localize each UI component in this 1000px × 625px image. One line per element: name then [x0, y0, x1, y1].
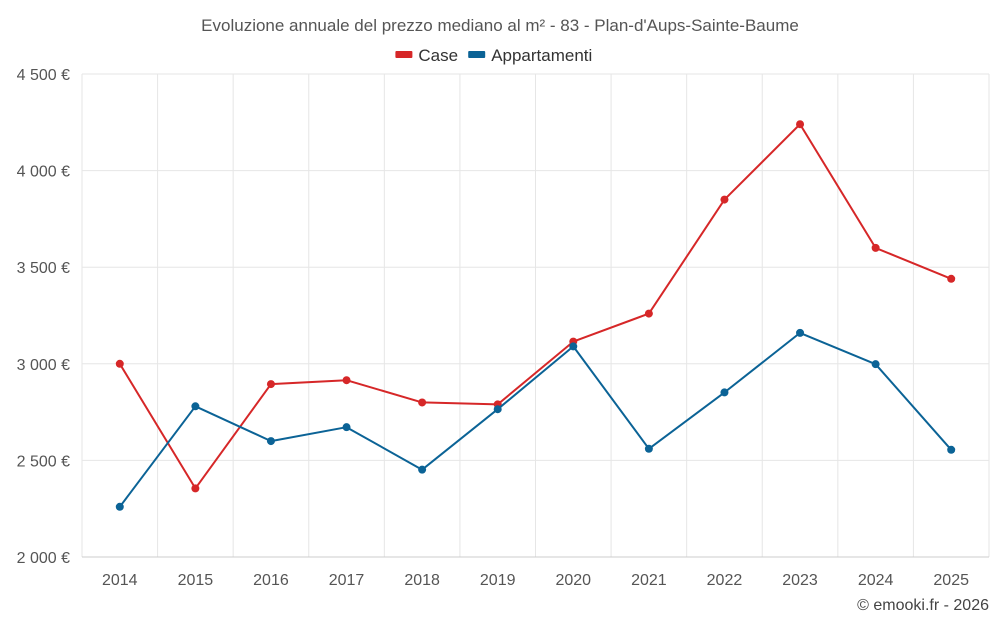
legend-label: Case: [418, 46, 458, 65]
legend-swatch: [395, 51, 413, 58]
data-point[interactable]: [644, 444, 653, 453]
data-point[interactable]: [720, 388, 729, 397]
y-tick-label: 4 000 €: [17, 164, 70, 181]
data-point[interactable]: [796, 328, 805, 337]
data-point[interactable]: [418, 398, 427, 407]
data-point[interactable]: [871, 243, 880, 252]
series-case: [115, 120, 956, 493]
data-point[interactable]: [342, 376, 351, 385]
series: [115, 120, 956, 511]
data-point[interactable]: [871, 360, 880, 369]
data-point[interactable]: [191, 484, 200, 493]
data-point[interactable]: [720, 195, 729, 204]
series-line: [118, 123, 952, 490]
credit-text: © emooki.fr - 2026: [857, 597, 989, 614]
data-point[interactable]: [115, 502, 124, 511]
data-point[interactable]: [796, 120, 805, 129]
legend-label: Appartamenti: [491, 46, 592, 65]
x-tick-label: 2014: [102, 572, 138, 589]
x-tick-label: 2017: [329, 572, 365, 589]
x-tick-label: 2025: [933, 572, 969, 589]
y-tick-label: 2 500 €: [17, 453, 70, 470]
grid: [81, 73, 990, 558]
x-tick-label: 2018: [404, 572, 440, 589]
x-tick-label: 2019: [480, 572, 516, 589]
chart-title: Evoluzione annuale del prezzo mediano al…: [201, 16, 799, 35]
data-point[interactable]: [266, 437, 275, 446]
data-point[interactable]: [342, 423, 351, 432]
series-appartamenti: [115, 328, 956, 511]
x-tick-label: 2024: [858, 572, 894, 589]
legend-swatch: [468, 51, 486, 58]
data-point[interactable]: [947, 445, 956, 454]
legend-item-case[interactable]: Case: [395, 46, 458, 65]
data-point[interactable]: [191, 402, 200, 411]
data-point[interactable]: [115, 359, 124, 368]
x-axis-ticks: 2014 2015 2016 2017 2018 2019 2020 2021 2022 2023…: [102, 572, 969, 589]
data-point[interactable]: [418, 465, 427, 474]
data-point[interactable]: [947, 274, 956, 283]
data-point[interactable]: [569, 342, 578, 351]
x-tick-label: 2022: [707, 572, 743, 589]
x-tick-label: 2015: [178, 572, 214, 589]
y-tick-label: 2 000 €: [17, 550, 70, 567]
data-point[interactable]: [266, 380, 275, 389]
y-tick-label: 3 000 €: [17, 357, 70, 374]
x-tick-label: 2021: [631, 572, 667, 589]
x-tick-label: 2016: [253, 572, 289, 589]
y-tick-label: 3 500 €: [17, 260, 70, 277]
y-tick-label: 4 500 €: [17, 67, 70, 84]
data-point[interactable]: [644, 309, 653, 318]
legend: Case Appartamenti: [395, 46, 592, 65]
data-point[interactable]: [493, 405, 502, 414]
y-axis-ticks: 2 000 € 2 500 € 3 000 € 3 500 € 4 000 € 4 500…: [17, 67, 70, 567]
legend-item-appartamenti[interactable]: Appartamenti: [468, 46, 592, 65]
x-tick-label: 2023: [782, 572, 818, 589]
series-line: [119, 331, 952, 508]
x-tick-label: 2020: [555, 572, 591, 589]
